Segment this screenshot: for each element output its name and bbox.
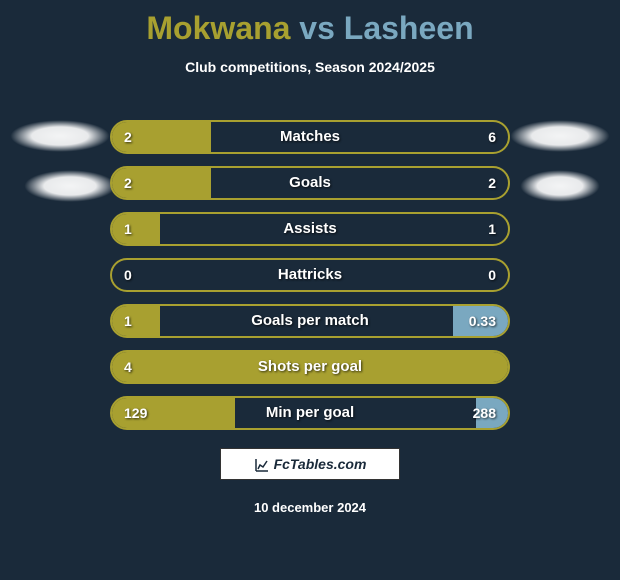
footer-date: 10 december 2024 bbox=[0, 500, 620, 515]
stat-row: 10.33Goals per match bbox=[110, 304, 510, 338]
badge-shadow bbox=[510, 120, 610, 152]
stat-label: Matches bbox=[112, 122, 508, 152]
stat-row: 129288Min per goal bbox=[110, 396, 510, 430]
stat-label: Assists bbox=[112, 214, 508, 244]
stat-label: Shots per goal bbox=[112, 352, 508, 382]
stat-row: 22Goals bbox=[110, 166, 510, 200]
stat-row: 4Shots per goal bbox=[110, 350, 510, 384]
stat-label: Min per goal bbox=[112, 398, 508, 428]
brand-badge: FcTables.com bbox=[220, 448, 400, 480]
subtitle: Club competitions, Season 2024/2025 bbox=[0, 59, 620, 75]
stat-label: Goals per match bbox=[112, 306, 508, 336]
badge-shadow bbox=[10, 120, 110, 152]
badge-shadow bbox=[24, 170, 116, 202]
stat-label: Hattricks bbox=[112, 260, 508, 290]
chart-icon bbox=[254, 457, 270, 473]
comparison-chart: 26Matches 22Goals 11Assists 00Hattricks 10.3… bbox=[110, 120, 510, 442]
vs-text: vs bbox=[299, 10, 335, 46]
player1-name: Mokwana bbox=[146, 10, 290, 46]
badge-shadow bbox=[520, 170, 600, 202]
stat-row: 00Hattricks bbox=[110, 258, 510, 292]
brand-text: FcTables.com bbox=[274, 456, 367, 472]
stat-row: 11Assists bbox=[110, 212, 510, 246]
stat-label: Goals bbox=[112, 168, 508, 198]
stat-row: 26Matches bbox=[110, 120, 510, 154]
comparison-title: Mokwana vs Lasheen bbox=[0, 0, 620, 47]
player2-name: Lasheen bbox=[344, 10, 474, 46]
